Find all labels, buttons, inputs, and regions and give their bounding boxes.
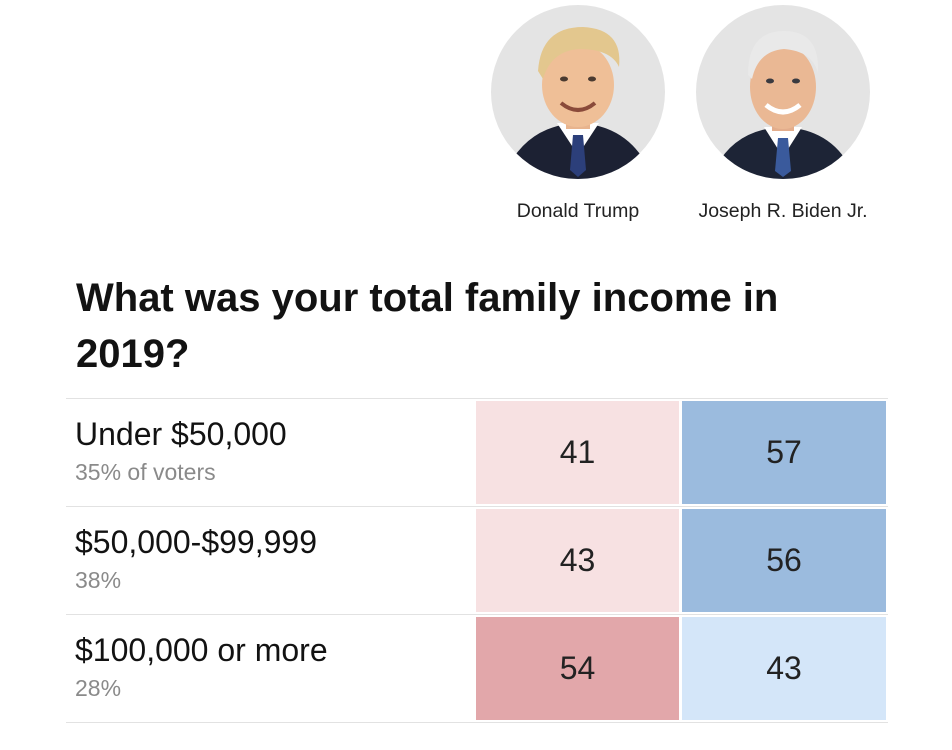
biden-portrait — [696, 5, 870, 179]
row-label: $50,000-$99,999 — [75, 524, 317, 560]
results-table: Under $50,000 35% of voters 41 57 $50,000-$9… — [66, 398, 888, 723]
trump-value-cell: 54 — [476, 617, 679, 720]
chart-title: What was your total family income in 201… — [76, 276, 779, 376]
biden-value-cell: 57 — [682, 401, 886, 504]
trump-portrait — [491, 5, 665, 179]
row-voter-share: 35% of voters — [75, 459, 216, 485]
biden-value-cell: 43 — [682, 617, 886, 720]
table-row: $100,000 or more 28% 54 43 — [66, 614, 888, 723]
row-label: $100,000 or more — [75, 632, 328, 668]
row-voter-share: 28% — [75, 675, 122, 701]
table-row: Under $50,000 35% of voters 41 57 — [66, 398, 888, 506]
biden-value-cell: 56 — [682, 509, 886, 612]
row-voter-share: 38% — [75, 567, 122, 593]
candidate-name-trump: Donald Trump — [516, 200, 640, 222]
trump-value-cell: 43 — [476, 509, 679, 612]
row-label: Under $50,000 — [75, 416, 287, 452]
trump-value-cell: 41 — [476, 401, 679, 504]
table-row: $50,000-$99,999 38% 43 56 — [66, 506, 888, 614]
candidate-name-biden: Joseph R. Biden Jr. — [698, 200, 868, 222]
